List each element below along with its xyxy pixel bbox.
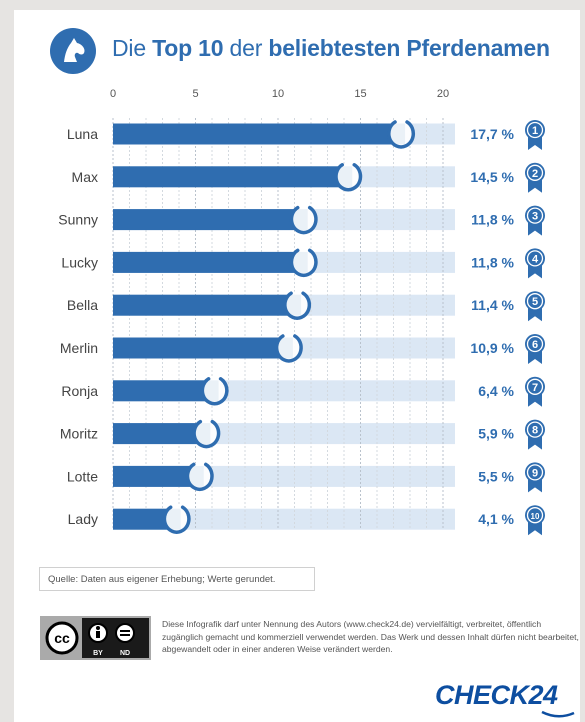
x-tick-label: 5 <box>192 88 198 100</box>
value-label: 11,8 % <box>471 212 514 228</box>
rank-ribbon <box>528 264 542 279</box>
cc-license-badge[interactable]: cc BY ND <box>40 616 151 660</box>
category-label: Moritz <box>60 426 98 442</box>
horseshoe-icon <box>162 505 191 534</box>
rank-number: 6 <box>532 339 538 351</box>
rank-number: 5 <box>532 296 538 308</box>
rank-badge-ring <box>526 121 544 139</box>
rank-number: 10 <box>531 512 540 521</box>
horseshoe-bg <box>290 248 317 277</box>
bar <box>113 337 293 359</box>
bar <box>113 123 406 145</box>
value-label: 11,8 % <box>471 254 514 270</box>
horseshoe-icon <box>289 248 318 278</box>
rank-ribbon <box>528 350 542 364</box>
category-label: Merlin <box>60 340 98 356</box>
nd-icon <box>115 623 135 643</box>
category-label: Lotte <box>67 468 98 484</box>
check24-logo[interactable]: CHECK24 <box>435 680 558 710</box>
rank-ribbon <box>528 392 542 407</box>
horseshoe-icon <box>274 334 303 363</box>
rank-badge-ring <box>526 421 544 438</box>
rank-badge-ring <box>526 207 544 224</box>
horseshoe-bg <box>290 205 317 234</box>
horseshoe-bg <box>388 120 415 148</box>
bar <box>113 423 211 445</box>
bar <box>113 251 308 273</box>
category-label: Sunny <box>58 212 98 228</box>
horseshoe-icon <box>185 462 214 492</box>
rank-badge-ring <box>526 464 544 481</box>
rank-number: 2 <box>532 168 538 180</box>
value-label: 17,7 % <box>470 126 514 142</box>
horseshoe-bg <box>284 291 311 320</box>
check24-swoosh-icon <box>541 710 575 718</box>
bar <box>113 166 353 188</box>
value-label: 5,9 % <box>478 426 514 442</box>
rank-ribbon <box>528 178 542 193</box>
rank-number: 3 <box>532 211 538 223</box>
horseshoe-icon <box>200 377 229 406</box>
horse-head-icon <box>50 28 96 74</box>
horseshoe-bg <box>186 462 213 491</box>
category-label: Ronja <box>61 383 98 399</box>
rank-ribbon <box>528 307 542 322</box>
rank-badge-ring <box>526 250 544 267</box>
rank-number: 7 <box>532 382 538 394</box>
x-tick-label: 10 <box>272 88 284 100</box>
rank-badge-ring <box>526 293 544 310</box>
cc-label: cc <box>54 630 70 646</box>
license-text: Diese Infografik darf unter Nennung des … <box>162 619 579 654</box>
horseshoe-icon <box>387 120 415 149</box>
category-label: Bella <box>67 297 98 313</box>
value-label: 14,5 % <box>470 169 514 185</box>
source-note: Quelle: Daten aus eigener Erhebung; Wert… <box>39 567 315 591</box>
rank-badge-ring <box>526 164 544 181</box>
x-tick-label: 15 <box>354 88 366 100</box>
horseshoe-bg <box>275 334 302 362</box>
bar <box>113 294 302 316</box>
horseshoe-bg <box>193 419 220 448</box>
rank-badge-ring <box>526 335 544 353</box>
rank-ribbon <box>528 521 542 536</box>
rank-badge-ring <box>526 507 544 524</box>
rank-ribbon <box>528 478 542 493</box>
horseshoe-icon <box>289 205 318 235</box>
category-label: Luna <box>67 126 98 142</box>
horseshoe-bg <box>201 376 228 405</box>
value-label: 6,4 % <box>478 383 514 399</box>
chart-title: Die Top 10 der beliebtesten Pferdenamen <box>112 35 550 61</box>
bar <box>113 465 204 487</box>
rank-badge-ring <box>526 378 544 395</box>
rank-ribbon <box>528 435 542 450</box>
rank-number: 9 <box>532 467 538 479</box>
value-label: 5,5 % <box>478 468 514 484</box>
value-label: 11,4 % <box>471 297 514 313</box>
horseshoe-icon <box>283 291 312 320</box>
x-tick-label: 20 <box>437 88 449 100</box>
value-label: 4,1 % <box>478 511 514 527</box>
bar-chart: 0 5 10 15 20 Luna 17,7 % 1 Max 14,5 % 2 Sunny 11,8 %… <box>58 88 545 536</box>
bar <box>113 209 308 231</box>
category-label: Lucky <box>61 254 98 270</box>
horseshoe-icon <box>334 163 363 192</box>
bar-track <box>113 508 455 530</box>
rank-ribbon <box>528 136 542 150</box>
category-label: Max <box>72 169 98 185</box>
x-tick-label: 0 <box>110 88 116 100</box>
rank-ribbon <box>528 221 542 236</box>
category-label: Lady <box>68 511 98 527</box>
rank-number: 1 <box>532 125 538 137</box>
bar <box>113 380 219 402</box>
horseshoe-bg <box>163 505 190 534</box>
nd-label: ND <box>120 650 130 657</box>
horseshoe-bg <box>335 162 362 191</box>
rank-number: 4 <box>532 253 539 265</box>
rank-number: 8 <box>532 425 538 437</box>
horseshoe-icon <box>192 419 221 449</box>
by-label: BY <box>93 650 103 657</box>
value-label: 10,9 % <box>470 340 514 356</box>
